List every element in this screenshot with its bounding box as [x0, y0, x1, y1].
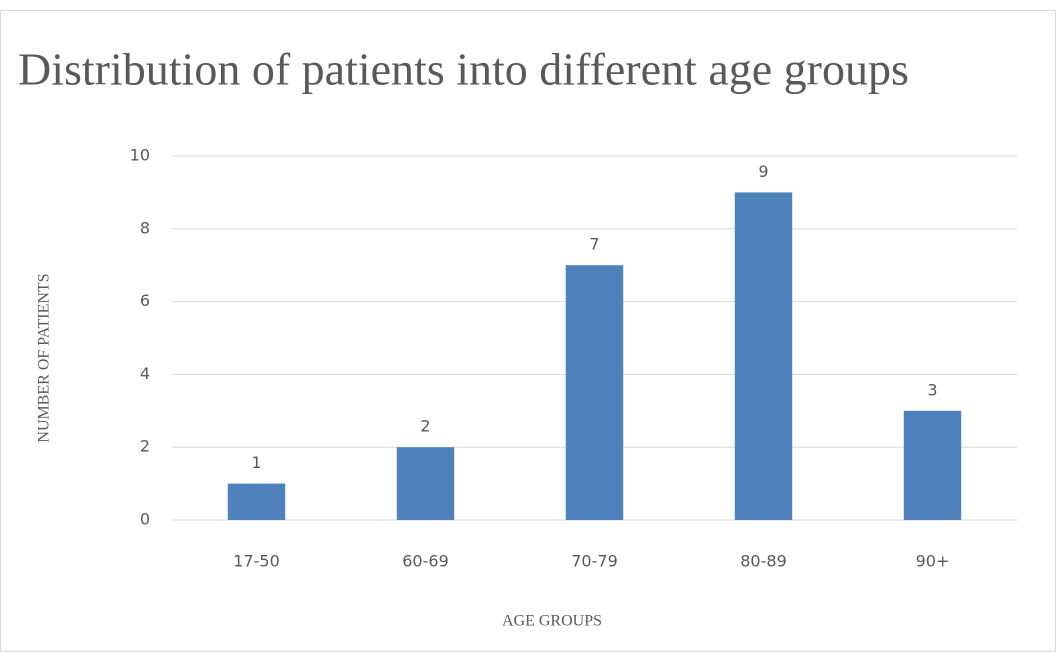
chart-title: Distribution of patients into different … [18, 44, 909, 95]
data-label: 2 [420, 417, 430, 436]
bar [734, 192, 793, 520]
data-label: 3 [927, 380, 937, 399]
y-tick-label: 10 [130, 146, 150, 165]
bar [565, 265, 624, 520]
bar [903, 410, 962, 520]
y-tick-label: 0 [140, 510, 150, 529]
x-tick-label: 17-50 [233, 552, 280, 571]
y-tick-label: 4 [140, 364, 150, 383]
x-tick-label: 80-89 [740, 552, 787, 571]
data-label: 7 [589, 235, 599, 254]
data-label: 9 [758, 162, 768, 181]
bar [396, 447, 455, 520]
chart-border [0, 10, 1056, 652]
y-tick-label: 6 [140, 291, 150, 310]
x-tick-label: 90+ [916, 552, 950, 571]
x-tick-label: 60-69 [402, 552, 449, 571]
bar [227, 483, 286, 520]
data-label: 1 [251, 453, 261, 472]
x-tick-label: 70-79 [571, 552, 618, 571]
y-tick-label: 8 [140, 218, 150, 237]
y-axis-label: NUMBER OF PATIENTS [36, 273, 53, 442]
y-tick-label: 2 [140, 437, 150, 456]
x-axis-label: AGE GROUPS [502, 613, 602, 630]
